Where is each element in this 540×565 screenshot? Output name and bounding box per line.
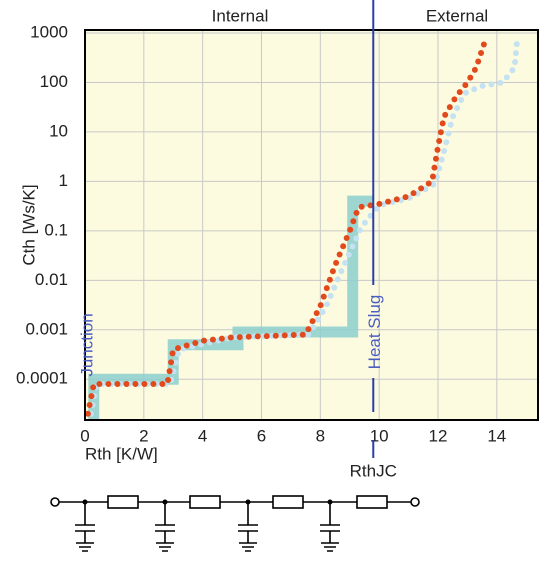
marks — [84, 34, 521, 420]
rthjc-label: RthJC — [350, 461, 397, 480]
capacitor — [75, 502, 95, 552]
x-tick-label: 4 — [198, 426, 207, 445]
resistor — [189, 495, 221, 509]
internal-label: Internal — [212, 6, 269, 25]
y-tick-label: 1 — [59, 171, 68, 190]
x-tick-label: 8 — [316, 426, 325, 445]
junction-label: Junction — [77, 313, 96, 376]
external-label: External — [426, 6, 488, 25]
series-line — [84, 37, 489, 417]
y-tick-label: 0.0001 — [16, 369, 68, 388]
plot-area — [85, 30, 538, 420]
series-line — [87, 34, 521, 417]
resistor — [107, 495, 139, 509]
x-tick-label: 6 — [257, 426, 266, 445]
y-tick-label: 0.1 — [44, 220, 68, 239]
x-axis-label: Rth [K/W] — [85, 444, 158, 463]
y-tick-label: 100 — [40, 72, 68, 91]
x-tick-label: 2 — [139, 426, 148, 445]
terminal — [50, 497, 60, 507]
grid — [84, 30, 538, 420]
resistor — [356, 495, 388, 509]
heat-slug-label: Heat Slug — [365, 295, 384, 370]
y-tick-label: 0.01 — [35, 270, 68, 289]
y-tick-label: 10 — [49, 121, 68, 140]
x-tick-label: 10 — [370, 426, 389, 445]
y-tick-label: 0.001 — [25, 319, 68, 338]
circuit-diagram — [50, 495, 420, 552]
y-axis-label: Cth [Ws/K] — [19, 184, 38, 265]
plot-frame — [84, 29, 539, 421]
resistor — [272, 495, 304, 509]
x-tick-label: 14 — [487, 426, 506, 445]
x-tick-label: 12 — [429, 426, 448, 445]
x-tick-label: 0 — [80, 426, 89, 445]
capacitor — [155, 502, 175, 552]
y-tick-label: 1000 — [30, 22, 68, 41]
capacitor — [238, 502, 258, 552]
capacitor — [320, 502, 340, 552]
terminal — [410, 497, 420, 507]
